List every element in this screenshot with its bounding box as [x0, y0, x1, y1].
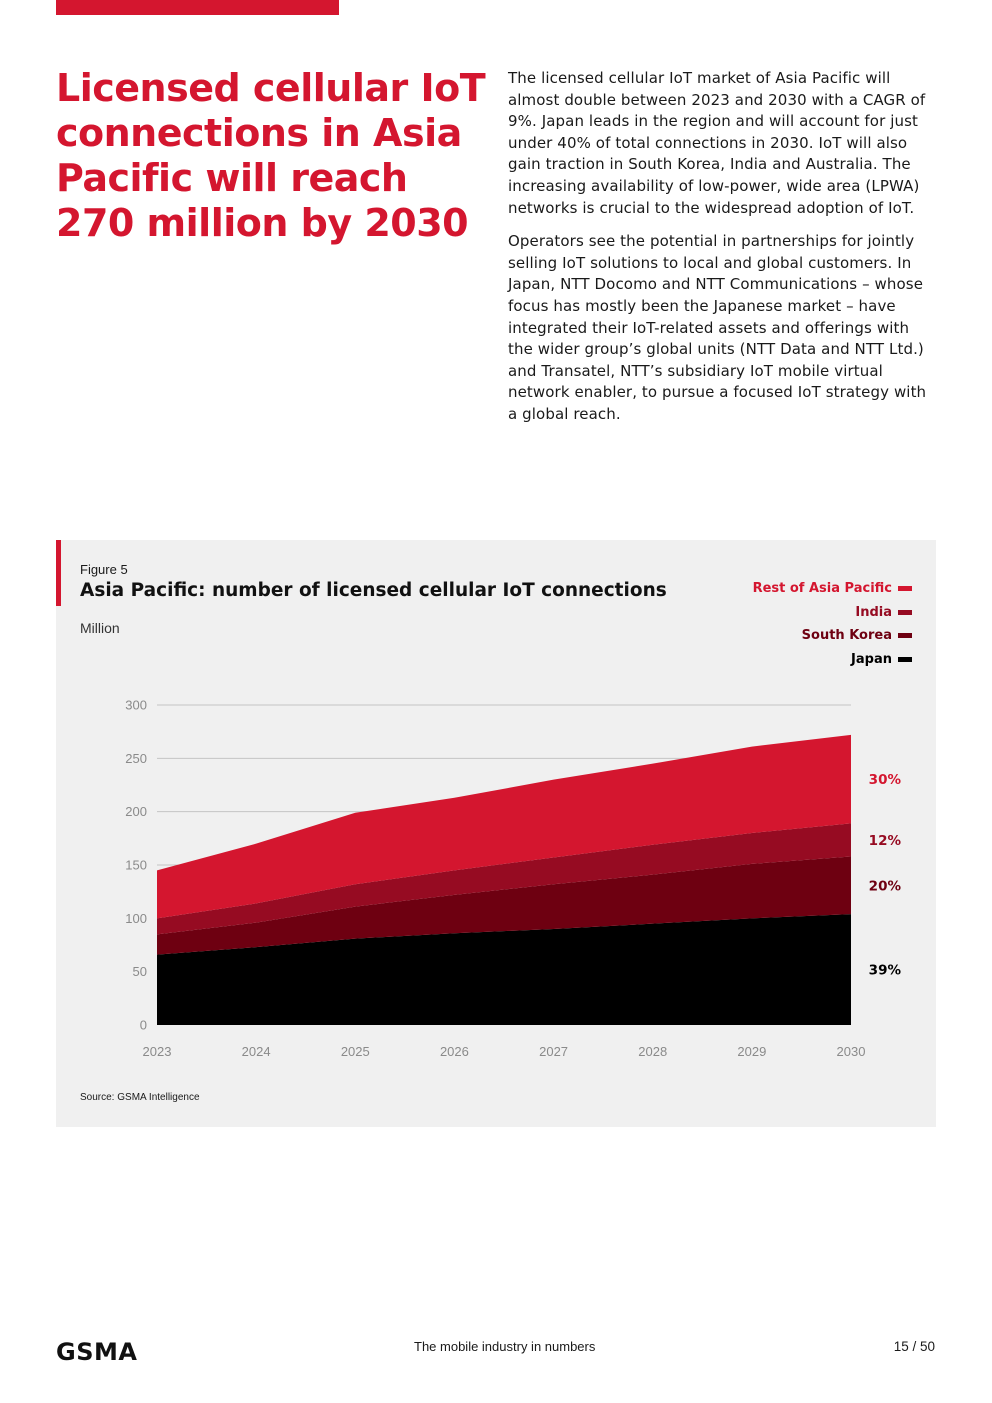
area-japan	[157, 914, 851, 1025]
gsma-logo: GSMA	[56, 1338, 138, 1366]
figure-label: Figure 5	[80, 562, 128, 577]
share-label-india: 12%	[869, 833, 902, 849]
x-tick-label: 2027	[539, 1044, 568, 1059]
legend-swatch	[898, 609, 912, 615]
legend-label: Japan	[851, 651, 892, 667]
x-tick-label: 2026	[440, 1044, 469, 1059]
x-tick-label: 2030	[837, 1044, 866, 1059]
paragraph-1: The licensed cellular IoT market of Asia…	[508, 69, 926, 217]
y-tick-label: 200	[125, 804, 147, 819]
legend-swatch	[898, 633, 912, 639]
area-south-korea	[157, 856, 851, 955]
legend-label: Rest of Asia Pacific	[752, 581, 892, 597]
area-chart: 0 50 100 150 200 250 300 2023 2024 2025 2026 2027 20…	[125, 698, 902, 1060]
legend-label: South Korea	[801, 628, 892, 644]
y-tick-label: 100	[125, 911, 147, 926]
share-label-south-korea: 20%	[869, 878, 902, 894]
y-tick-label: 150	[125, 858, 147, 873]
y-tick-label: 300	[125, 698, 147, 713]
x-tick-label: 2025	[341, 1044, 370, 1059]
legend-swatch	[898, 586, 912, 592]
legend-label: India	[855, 604, 892, 620]
chart-unit: Million	[80, 620, 120, 636]
share-label-japan: 39%	[869, 963, 902, 979]
y-tick-label: 250	[125, 751, 147, 766]
figure-accent-bar	[56, 540, 61, 606]
legend-item-india: India	[753, 601, 912, 625]
legend-item-japan: Japan	[753, 648, 912, 672]
area-india	[157, 823, 851, 935]
x-tick-label: 2028	[638, 1044, 667, 1059]
figure-panel: Figure 5 Asia Pacific: number of license…	[56, 540, 936, 1127]
x-tick-label: 2023	[143, 1044, 172, 1059]
paragraph-2: Operators see the potential in partnersh…	[508, 232, 927, 423]
body-text: The licensed cellular IoT market of Asia…	[508, 68, 928, 438]
legend-item-south-korea: South Korea	[753, 624, 912, 648]
y-tick-label: 0	[140, 1018, 147, 1033]
top-accent-bar	[56, 0, 339, 15]
footer-publication-title: The mobile industry in numbers	[414, 1339, 596, 1354]
share-label-rest-of-asia-pacific: 30%	[869, 772, 902, 788]
y-tick-label: 50	[133, 964, 147, 979]
area-rest-of-asia-pacific	[157, 734, 851, 919]
page-number: 15 / 50	[893, 1339, 935, 1354]
chart-title: Asia Pacific: number of licensed cellula…	[80, 580, 667, 601]
x-tick-label: 2024	[242, 1044, 271, 1059]
legend-swatch	[898, 656, 912, 662]
x-tick-label: 2029	[737, 1044, 766, 1059]
chart-source: Source: GSMA Intelligence	[80, 1092, 200, 1103]
chart-legend: Rest of Asia Pacific India South Korea Japa…	[753, 577, 912, 671]
page-headline: Licensed cellular IoT connections in Asi…	[56, 66, 486, 245]
legend-item-rest-of-asia-pacific: Rest of Asia Pacific	[753, 577, 912, 601]
